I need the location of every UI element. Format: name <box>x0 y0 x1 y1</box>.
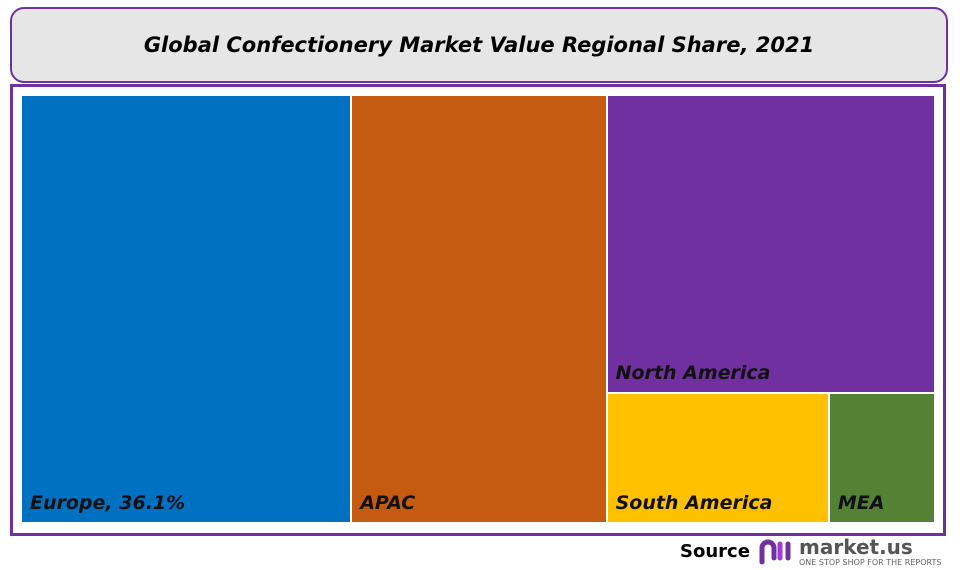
brand-tagline: ONE STOP SHOP FOR THE REPORTS <box>799 558 942 567</box>
brand-logo: market.us ONE STOP SHOP FOR THE REPORTS <box>758 536 941 568</box>
tile-label: North America <box>615 361 771 384</box>
brand-words: market.us ONE STOP SHOP FOR THE REPORTS <box>799 536 941 568</box>
tile-label: South America <box>615 491 773 514</box>
tile-europe: Europe, 36.1% <box>22 96 351 522</box>
chart-frame <box>10 84 946 536</box>
tile-label: APAC <box>360 492 416 514</box>
market-us-logo-icon <box>759 539 791 565</box>
tile-north-america: North America <box>607 96 934 392</box>
tile-mea: MEA <box>829 393 934 522</box>
tile-south-america: South America <box>607 393 828 522</box>
treemap-plot: Europe, 36.1% APAC North America South Amer… <box>22 96 934 522</box>
brand-name: market.us <box>799 535 913 559</box>
tile-apac: APAC <box>352 96 606 522</box>
chart-title: Global Confectionery Market Value Region… <box>143 33 815 57</box>
title-box: Global Confectionery Market Value Region… <box>10 7 948 83</box>
source-label: Source <box>680 541 750 562</box>
tile-label: MEA <box>837 491 885 514</box>
tile-label: Europe, 36.1% <box>30 492 186 514</box>
